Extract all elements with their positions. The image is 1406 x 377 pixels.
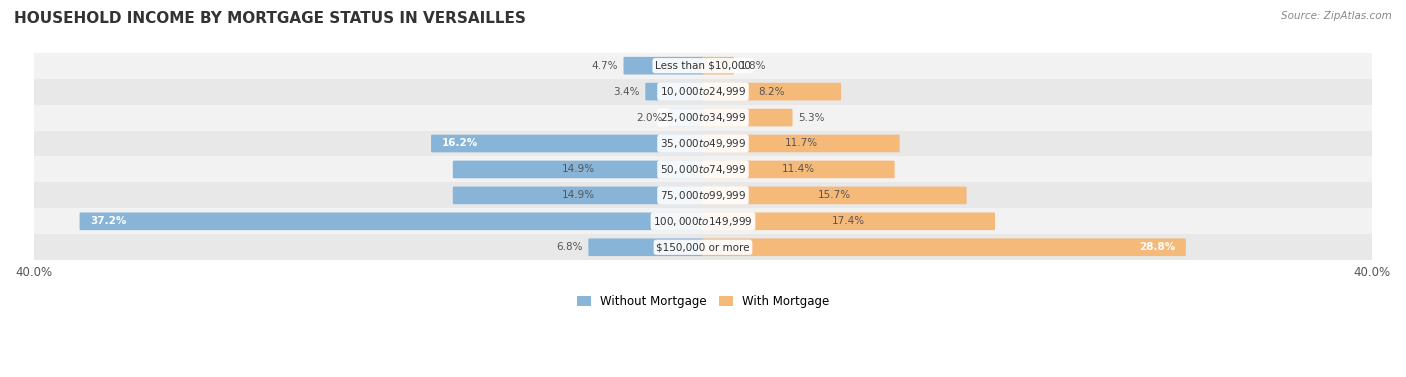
Text: 14.9%: 14.9% bbox=[562, 190, 595, 201]
FancyBboxPatch shape bbox=[702, 109, 793, 126]
Text: 5.3%: 5.3% bbox=[799, 113, 825, 123]
Text: HOUSEHOLD INCOME BY MORTGAGE STATUS IN VERSAILLES: HOUSEHOLD INCOME BY MORTGAGE STATUS IN V… bbox=[14, 11, 526, 26]
Bar bbox=[34, 104, 1372, 130]
Text: 14.9%: 14.9% bbox=[562, 164, 595, 175]
Text: $150,000 or more: $150,000 or more bbox=[657, 242, 749, 252]
Text: Less than $10,000: Less than $10,000 bbox=[655, 61, 751, 70]
FancyBboxPatch shape bbox=[645, 83, 704, 100]
FancyBboxPatch shape bbox=[453, 187, 704, 204]
Text: 37.2%: 37.2% bbox=[90, 216, 127, 226]
FancyBboxPatch shape bbox=[588, 238, 704, 256]
Text: 11.4%: 11.4% bbox=[782, 164, 815, 175]
Text: $35,000 to $49,999: $35,000 to $49,999 bbox=[659, 137, 747, 150]
Text: $75,000 to $99,999: $75,000 to $99,999 bbox=[659, 189, 747, 202]
Text: $100,000 to $149,999: $100,000 to $149,999 bbox=[654, 215, 752, 228]
Bar bbox=[34, 182, 1372, 208]
FancyBboxPatch shape bbox=[702, 83, 841, 100]
Text: 2.0%: 2.0% bbox=[637, 113, 662, 123]
Text: 17.4%: 17.4% bbox=[832, 216, 865, 226]
Text: 15.7%: 15.7% bbox=[818, 190, 851, 201]
Text: 3.4%: 3.4% bbox=[613, 87, 640, 97]
Text: 11.7%: 11.7% bbox=[785, 138, 817, 149]
Text: $50,000 to $74,999: $50,000 to $74,999 bbox=[659, 163, 747, 176]
FancyBboxPatch shape bbox=[702, 161, 894, 178]
FancyBboxPatch shape bbox=[702, 135, 900, 152]
Text: $25,000 to $34,999: $25,000 to $34,999 bbox=[659, 111, 747, 124]
Bar bbox=[34, 53, 1372, 79]
Text: 28.8%: 28.8% bbox=[1139, 242, 1175, 252]
Text: 6.8%: 6.8% bbox=[555, 242, 582, 252]
FancyBboxPatch shape bbox=[669, 109, 704, 126]
FancyBboxPatch shape bbox=[453, 161, 704, 178]
FancyBboxPatch shape bbox=[702, 238, 1185, 256]
FancyBboxPatch shape bbox=[702, 213, 995, 230]
Bar bbox=[34, 234, 1372, 260]
Text: Source: ZipAtlas.com: Source: ZipAtlas.com bbox=[1281, 11, 1392, 21]
Bar bbox=[34, 208, 1372, 234]
Text: 4.7%: 4.7% bbox=[591, 61, 617, 70]
FancyBboxPatch shape bbox=[432, 135, 704, 152]
FancyBboxPatch shape bbox=[702, 57, 734, 75]
Bar bbox=[34, 130, 1372, 156]
Legend: Without Mortgage, With Mortgage: Without Mortgage, With Mortgage bbox=[572, 290, 834, 313]
Text: $10,000 to $24,999: $10,000 to $24,999 bbox=[659, 85, 747, 98]
Bar bbox=[34, 156, 1372, 182]
FancyBboxPatch shape bbox=[623, 57, 704, 75]
Text: 16.2%: 16.2% bbox=[441, 138, 478, 149]
Text: 1.8%: 1.8% bbox=[740, 61, 766, 70]
FancyBboxPatch shape bbox=[80, 213, 704, 230]
FancyBboxPatch shape bbox=[702, 187, 966, 204]
Text: 8.2%: 8.2% bbox=[758, 87, 785, 97]
Bar bbox=[34, 79, 1372, 104]
